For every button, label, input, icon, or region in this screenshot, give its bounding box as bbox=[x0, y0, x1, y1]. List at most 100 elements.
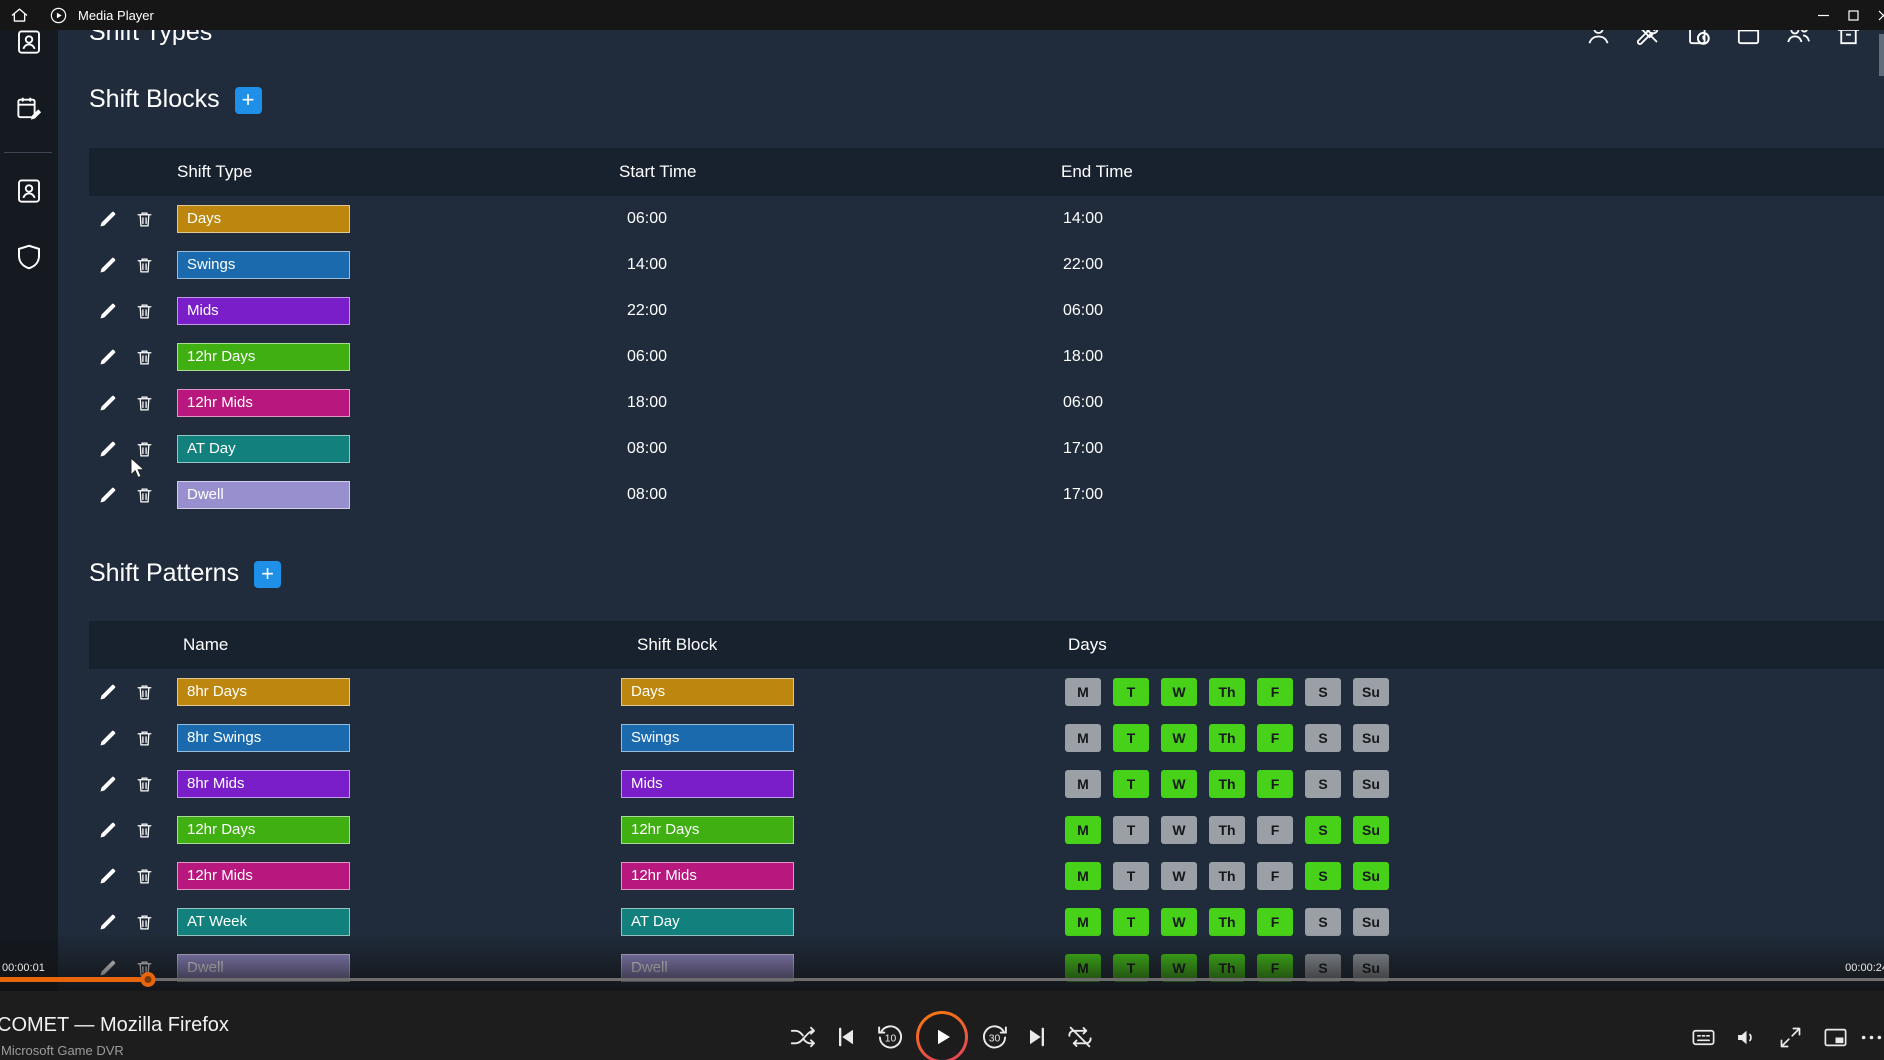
delete-row-button[interactable] bbox=[132, 483, 156, 507]
fullscreen-button[interactable] bbox=[1773, 1020, 1807, 1054]
page-scrollbar-thumb[interactable] bbox=[1879, 34, 1884, 76]
day-chip-su: Su bbox=[1353, 908, 1389, 936]
start-time-value: 08:00 bbox=[627, 486, 668, 503]
shift-block-badge: 12hr Mids bbox=[621, 862, 794, 890]
day-chip-m: M bbox=[1065, 816, 1101, 844]
shift-pattern-row: 12hr Mids 12hr Mids M T W Th F S Su bbox=[89, 853, 1884, 899]
pattern-name-badge: 8hr Mids bbox=[177, 770, 350, 798]
day-chip-su: Su bbox=[1353, 724, 1389, 752]
shuffle-icon bbox=[790, 1026, 815, 1048]
column-days: Days bbox=[1068, 635, 1107, 654]
maximize-icon bbox=[1847, 9, 1859, 21]
shuffle-button[interactable] bbox=[786, 1020, 820, 1054]
shift-block-row: Mids 22:00 06:00 bbox=[89, 288, 1884, 334]
edit-row-button[interactable] bbox=[96, 726, 120, 750]
shift-pattern-row: 12hr Days 12hr Days M T W Th F S Su bbox=[89, 807, 1884, 853]
day-chips: M T W Th F S Su bbox=[1065, 908, 1389, 936]
pencil-icon bbox=[100, 349, 116, 365]
edit-row-button[interactable] bbox=[96, 772, 120, 796]
volume-button[interactable] bbox=[1729, 1020, 1763, 1054]
repeat-button[interactable] bbox=[1063, 1020, 1097, 1054]
home-button[interactable] bbox=[9, 5, 29, 25]
shift-type-badge: Days bbox=[177, 205, 350, 233]
delete-row-button[interactable] bbox=[132, 772, 156, 796]
captions-button[interactable] bbox=[1686, 1020, 1720, 1054]
edit-row-button[interactable] bbox=[96, 207, 120, 231]
seek-bar[interactable] bbox=[0, 978, 1884, 981]
delete-row-button[interactable] bbox=[132, 818, 156, 842]
delete-row-button[interactable] bbox=[132, 437, 156, 461]
close-button[interactable] bbox=[1868, 0, 1884, 30]
delete-row-button[interactable] bbox=[132, 207, 156, 231]
trash-icon bbox=[137, 258, 151, 272]
shift-pattern-row: 8hr Swings Swings M T W Th F S Su bbox=[89, 715, 1884, 761]
column-end-time: End Time bbox=[1061, 162, 1133, 181]
shift-type-badge: 12hr Mids bbox=[177, 389, 350, 417]
skip-previous-icon bbox=[839, 1027, 853, 1047]
edit-row-button[interactable] bbox=[96, 910, 120, 934]
edit-row-button[interactable] bbox=[96, 483, 120, 507]
sidebar-item-security[interactable] bbox=[14, 242, 44, 272]
delete-row-button[interactable] bbox=[132, 680, 156, 704]
forward-30-icon: 30 bbox=[982, 1024, 1007, 1048]
edit-row-button[interactable] bbox=[96, 818, 120, 842]
day-chip-su: Su bbox=[1353, 816, 1389, 844]
edit-row-button[interactable] bbox=[96, 864, 120, 888]
pencil-icon bbox=[100, 730, 116, 746]
next-button[interactable] bbox=[1020, 1020, 1054, 1054]
seek-handle[interactable] bbox=[140, 972, 156, 987]
pencil-icon bbox=[100, 303, 116, 319]
shift-block-badge: Mids bbox=[621, 770, 794, 798]
forward-30-button[interactable]: 30 bbox=[977, 1020, 1011, 1054]
pencil-icon bbox=[100, 822, 116, 838]
maximize-button[interactable] bbox=[1838, 0, 1868, 30]
edit-row-button[interactable] bbox=[96, 253, 120, 277]
day-chip-t: T bbox=[1113, 862, 1149, 890]
previous-button[interactable] bbox=[829, 1020, 863, 1054]
volume-icon bbox=[1737, 1030, 1752, 1044]
trash-icon bbox=[137, 442, 151, 456]
delete-row-button[interactable] bbox=[132, 345, 156, 369]
start-time-value: 06:00 bbox=[627, 348, 668, 365]
video-frame[interactable]: Shift Types Shift Blocks + Shift Type St… bbox=[0, 0, 1884, 991]
rewind-10-button[interactable]: 10 bbox=[873, 1020, 907, 1054]
day-chip-th: Th bbox=[1209, 770, 1245, 798]
day-chips: M T W Th F S Su bbox=[1065, 862, 1389, 890]
delete-row-button[interactable] bbox=[132, 391, 156, 415]
shift-patterns-header: Name Shift Block Days bbox=[89, 621, 1884, 669]
sidebar-item-schedule-edit[interactable] bbox=[14, 94, 44, 124]
trash-icon bbox=[137, 823, 151, 837]
more-options-button[interactable] bbox=[1854, 1020, 1884, 1054]
play-button[interactable] bbox=[916, 1011, 968, 1060]
trash-icon bbox=[137, 915, 151, 929]
day-chip-f: F bbox=[1257, 678, 1293, 706]
delete-row-button[interactable] bbox=[132, 726, 156, 750]
minimize-button[interactable] bbox=[1808, 0, 1838, 30]
add-shift-pattern-button[interactable]: + bbox=[254, 561, 282, 588]
sidebar-item-personnel[interactable] bbox=[14, 27, 44, 57]
delete-row-button[interactable] bbox=[132, 910, 156, 934]
delete-row-button[interactable] bbox=[132, 864, 156, 888]
now-playing-title: COMET — Mozilla Firefox bbox=[0, 1014, 229, 1036]
day-chip-w: W bbox=[1161, 770, 1197, 798]
edit-row-button[interactable] bbox=[96, 345, 120, 369]
pencil-icon bbox=[100, 441, 116, 457]
delete-row-button[interactable] bbox=[132, 253, 156, 277]
pencil-icon bbox=[100, 868, 116, 884]
end-time-value: 14:00 bbox=[1063, 210, 1104, 227]
edit-row-button[interactable] bbox=[96, 391, 120, 415]
edit-row-button[interactable] bbox=[96, 299, 120, 323]
day-chip-th: Th bbox=[1209, 724, 1245, 752]
start-time-value: 22:00 bbox=[627, 302, 668, 319]
trash-icon bbox=[137, 396, 151, 410]
delete-row-button[interactable] bbox=[132, 299, 156, 323]
day-chip-t: T bbox=[1113, 678, 1149, 706]
edit-row-button[interactable] bbox=[96, 437, 120, 461]
edit-row-button[interactable] bbox=[96, 680, 120, 704]
window-controls bbox=[1808, 0, 1884, 30]
day-chip-s: S bbox=[1305, 862, 1341, 890]
add-shift-block-button[interactable]: + bbox=[234, 87, 262, 114]
sidebar-item-staff[interactable] bbox=[14, 176, 44, 206]
total-time: 00:00:24 bbox=[1845, 962, 1884, 974]
mini-player-button[interactable] bbox=[1818, 1020, 1852, 1054]
